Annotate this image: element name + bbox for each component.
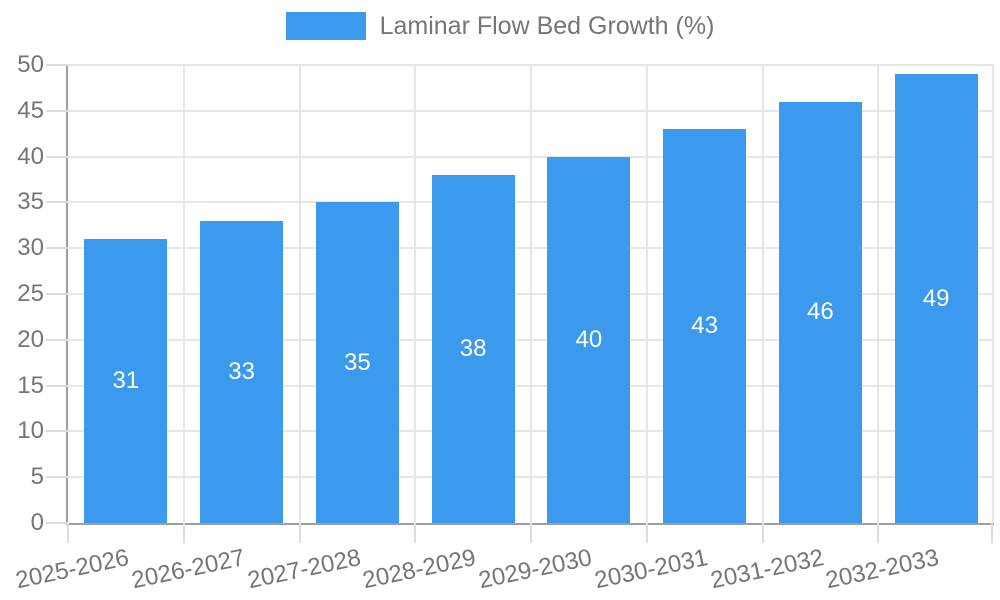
vertical-gridline [761,65,764,523]
bar-2026-2027[interactable]: 33 [200,220,284,523]
x-axis-tick [645,523,648,543]
x-axis-tick-label: 2025-2026 [13,544,132,595]
y-axis-tick [46,247,68,250]
bar-2028-2029[interactable]: 38 [431,174,515,523]
legend-label: Laminar Flow Bed Growth (%) [379,12,715,40]
x-axis-tick [530,523,532,543]
bar-2032-2033[interactable]: 49 [894,74,978,523]
y-axis-tick [46,64,68,66]
bar-2030-2031[interactable]: 43 [663,129,747,523]
vertical-gridline [992,65,994,523]
vertical-gridline [182,65,185,523]
x-axis-tick [414,523,417,543]
x-axis-tick-label: 2031-2032 [707,544,826,595]
bar-2031-2032[interactable]: 46 [778,101,862,523]
plot-area: 31 33 35 38 40 43 46 49 [66,64,994,525]
vertical-gridline [530,65,532,523]
x-axis-tick-label: 2030-2031 [592,544,711,595]
legend[interactable]: Laminar Flow Bed Growth (%) [0,12,1000,41]
y-axis-tick-label: 25 [17,280,44,307]
vertical-gridline [414,65,417,523]
x-axis-tick [67,523,69,543]
y-axis-tick-label: 10 [17,417,44,445]
x-axis-tick-label: 2029-2030 [476,544,595,595]
y-axis-tick [46,338,68,341]
y-axis-tick-label: 50 [17,51,44,78]
legend-swatch [285,12,366,41]
x-axis-tick [182,523,185,543]
bar-2029-2030[interactable]: 40 [547,156,631,523]
bar-value-label: 46 [807,298,834,326]
y-axis-tick-label: 5 [30,463,44,491]
x-axis-tick-label: 2032-2033 [823,544,942,595]
vertical-gridline [877,65,880,523]
y-axis-tick [46,476,68,479]
y-axis-tick-label: 35 [17,188,44,216]
vertical-gridline [298,65,301,523]
x-axis-tick-label: 2026-2027 [129,544,248,595]
bar-2025-2026[interactable]: 31 [84,239,168,523]
y-axis-tick [46,522,68,524]
vertical-gridline [645,65,648,523]
bar-value-label: 33 [228,357,255,385]
y-axis-tick-label: 20 [17,325,44,353]
x-axis-tick-label: 2027-2028 [244,544,363,595]
bar-value-label: 43 [691,312,718,340]
y-axis-tick [46,384,68,387]
bar-value-label: 31 [112,367,140,394]
bar-value-label: 40 [575,325,603,353]
x-axis-tick [991,523,993,543]
bar-value-label: 38 [459,334,487,362]
y-axis-tick-label: 40 [17,142,44,170]
y-axis-tick-label: 0 [30,509,44,536]
x-axis-tick [877,523,880,543]
bar-2027-2028[interactable]: 35 [315,202,399,523]
y-axis-tick-label: 45 [17,96,44,124]
y-axis-tick-label: 15 [17,371,44,399]
x-axis-tick [761,523,764,543]
y-axis-tick [46,201,68,204]
x-axis-tick-label: 2028-2029 [360,544,479,595]
x-axis-tick [298,523,301,543]
y-axis-tick-label: 30 [17,234,44,262]
y-axis-tick [46,293,68,295]
bar-value-label: 35 [344,348,371,376]
y-axis-tick [46,155,68,158]
y-axis-tick [46,430,68,433]
y-axis-tick [46,109,68,112]
bar-value-label: 49 [922,284,950,312]
